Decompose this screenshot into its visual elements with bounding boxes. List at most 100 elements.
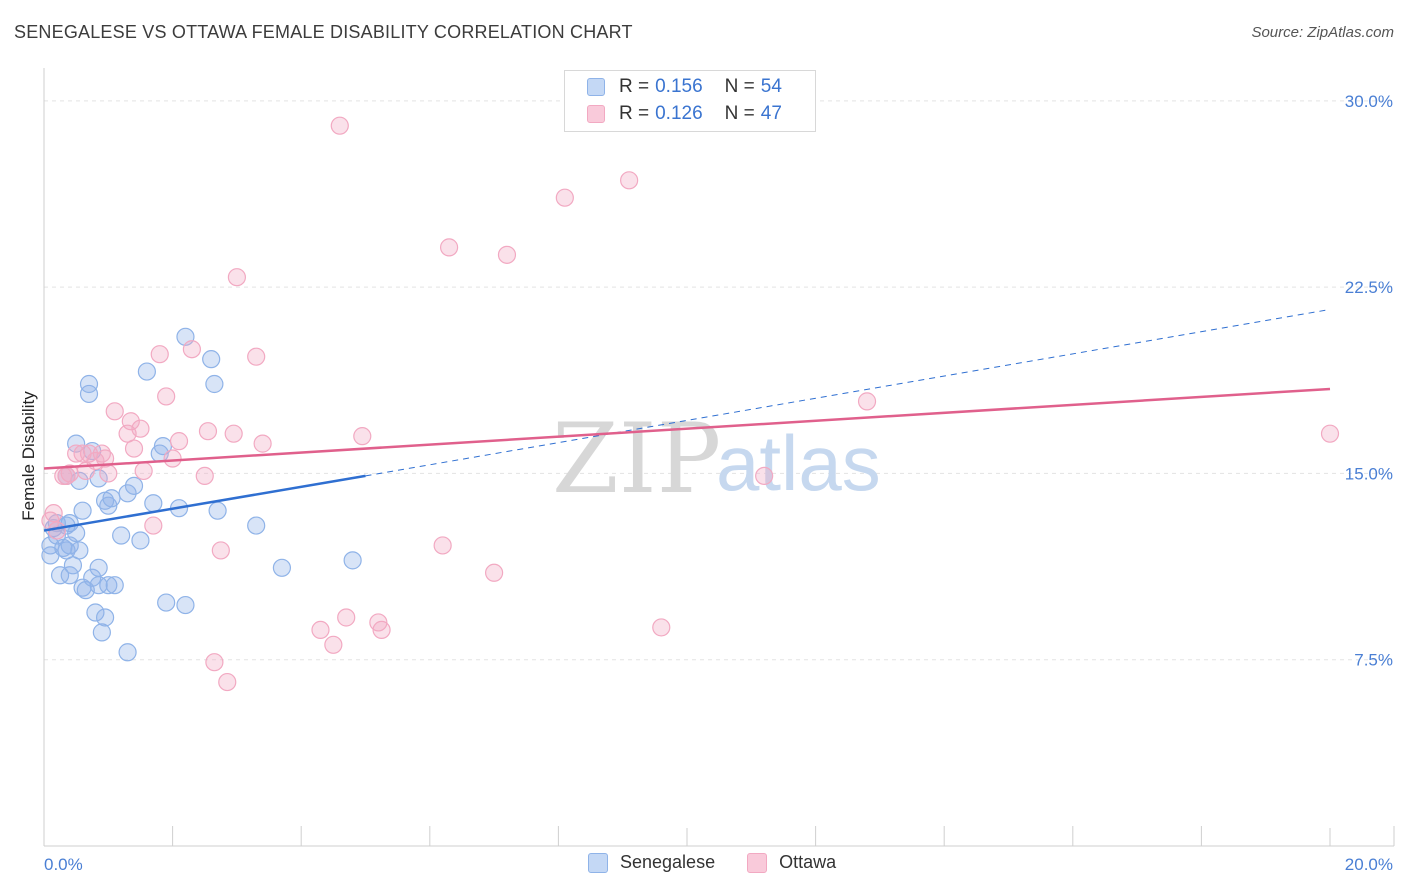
senegalese-point [70,541,89,560]
senegalese-point [67,434,86,453]
ottawa-point [195,466,214,486]
series-legend-ottawa[interactable]: Ottawa [747,852,836,873]
senegalese-point [83,568,102,587]
chart-title: SENEGALESE VS OTTAWA FEMALE DISABILITY C… [14,22,633,42]
senegalese-point [79,384,99,404]
ottawa-point [182,340,201,359]
y-tick-label: 22.5% [1345,278,1393,297]
ottawa-point [311,620,330,640]
ottawa-point [95,449,115,468]
legend-n-value: 47 [760,103,782,124]
senegalese-trend-line [43,474,366,532]
senegalese-point [92,623,111,642]
ottawa-point [105,402,124,421]
trend-lines [43,308,1331,532]
y-axis-label: Female Disability [19,391,38,521]
senegalese-point [105,576,124,595]
senegalese-point [208,501,227,520]
watermark-zip: ZIP [552,403,721,515]
ottawa-point [218,672,237,692]
senegalese-point [157,593,176,612]
ottawa-point [439,238,459,257]
legend-r-value: 0.156 [655,76,703,97]
ottawa-point [131,419,150,438]
senegalese-point [272,558,292,577]
senegalese-point [99,576,118,595]
senegalese-point [89,576,108,595]
ottawa-point [755,466,774,486]
ottawa-point [620,171,639,190]
ottawa-point [353,427,372,446]
senegalese-point [50,566,70,585]
ottawa-point [555,188,574,207]
legend-swatch-senegalese [587,78,605,96]
ottawa-point [144,516,163,535]
senegalese-point [144,494,163,513]
senegalese-points [41,327,362,662]
x-tick-labels: 0.0% 20.0% [44,855,1393,874]
ottawa-point [134,461,153,481]
senegalese-point [102,489,121,508]
ottawa-point [169,432,189,451]
legend-swatch-ottawa [587,105,605,123]
legend-row-ottawa: R = 0.126 N = 47 [587,101,782,127]
senegalese-point [176,595,195,615]
senegalese-point [60,566,79,585]
senegalese-point [89,558,108,577]
senegalese-label: Senegalese [620,852,716,872]
ottawa-point [857,392,877,411]
ottawa-point [485,563,504,582]
ottawa-point [253,434,272,453]
ottawa-point [330,116,349,135]
senegalese-point [137,362,156,381]
senegalese-point [202,350,221,369]
y-tick-label: 15.0% [1345,464,1393,483]
axes [43,68,1395,847]
ottawa-point [157,387,176,406]
senegalese-point [73,501,92,520]
source-label: Source: ZipAtlas.com [1251,24,1394,41]
ottawa-point [372,620,391,640]
senegalese-point [95,608,115,627]
ottawa-point [227,268,246,287]
legend-row-senegalese: R = 0.156 N = 54 [587,74,782,100]
ottawa-point [224,424,243,443]
legend-r-label: R = [619,76,650,97]
legend-r-label: R = [619,103,650,124]
senegalese-swatch [588,852,608,873]
senegalese-point [118,643,137,662]
legend-n-label: N = [724,76,755,97]
legend-n-value: 54 [760,76,782,97]
legend-r-value: 0.126 [655,103,703,124]
ottawa-point [44,504,63,523]
senegalese-point [343,551,362,570]
ottawa-point [497,245,517,264]
ottawa-point [1320,424,1340,443]
ottawa-swatch [747,852,768,873]
watermark: ZIP atlas [552,403,881,515]
x-tick-label: 0.0% [44,855,83,874]
grid-lines [44,100,1394,661]
senegalese-point [112,526,131,545]
ottawa-point [150,345,169,364]
ottawa-point [247,347,266,366]
y-tick-label: 30.0% [1345,92,1393,111]
senegalese-point [79,374,99,394]
ottawa-point [337,608,356,627]
senegalese-point [205,374,224,394]
ottawa-point [211,541,230,560]
series-legend-senegalese[interactable]: Senegalese [588,852,715,873]
ottawa-point [205,653,224,672]
senegalese-point [247,516,266,535]
x-tick-label: 20.0% [1345,855,1393,874]
y-tick-labels: 7.5% 15.0% 22.5% 30.0% [1345,92,1393,670]
senegalese-point [131,531,150,550]
ottawa-point [324,635,343,654]
ottawa-point [163,449,182,468]
senegalese-trend-extension [365,308,1331,477]
senegalese-point [86,603,105,622]
ottawa-point [433,536,452,555]
ottawa-points [41,116,1340,692]
ottawa-point [99,464,118,483]
